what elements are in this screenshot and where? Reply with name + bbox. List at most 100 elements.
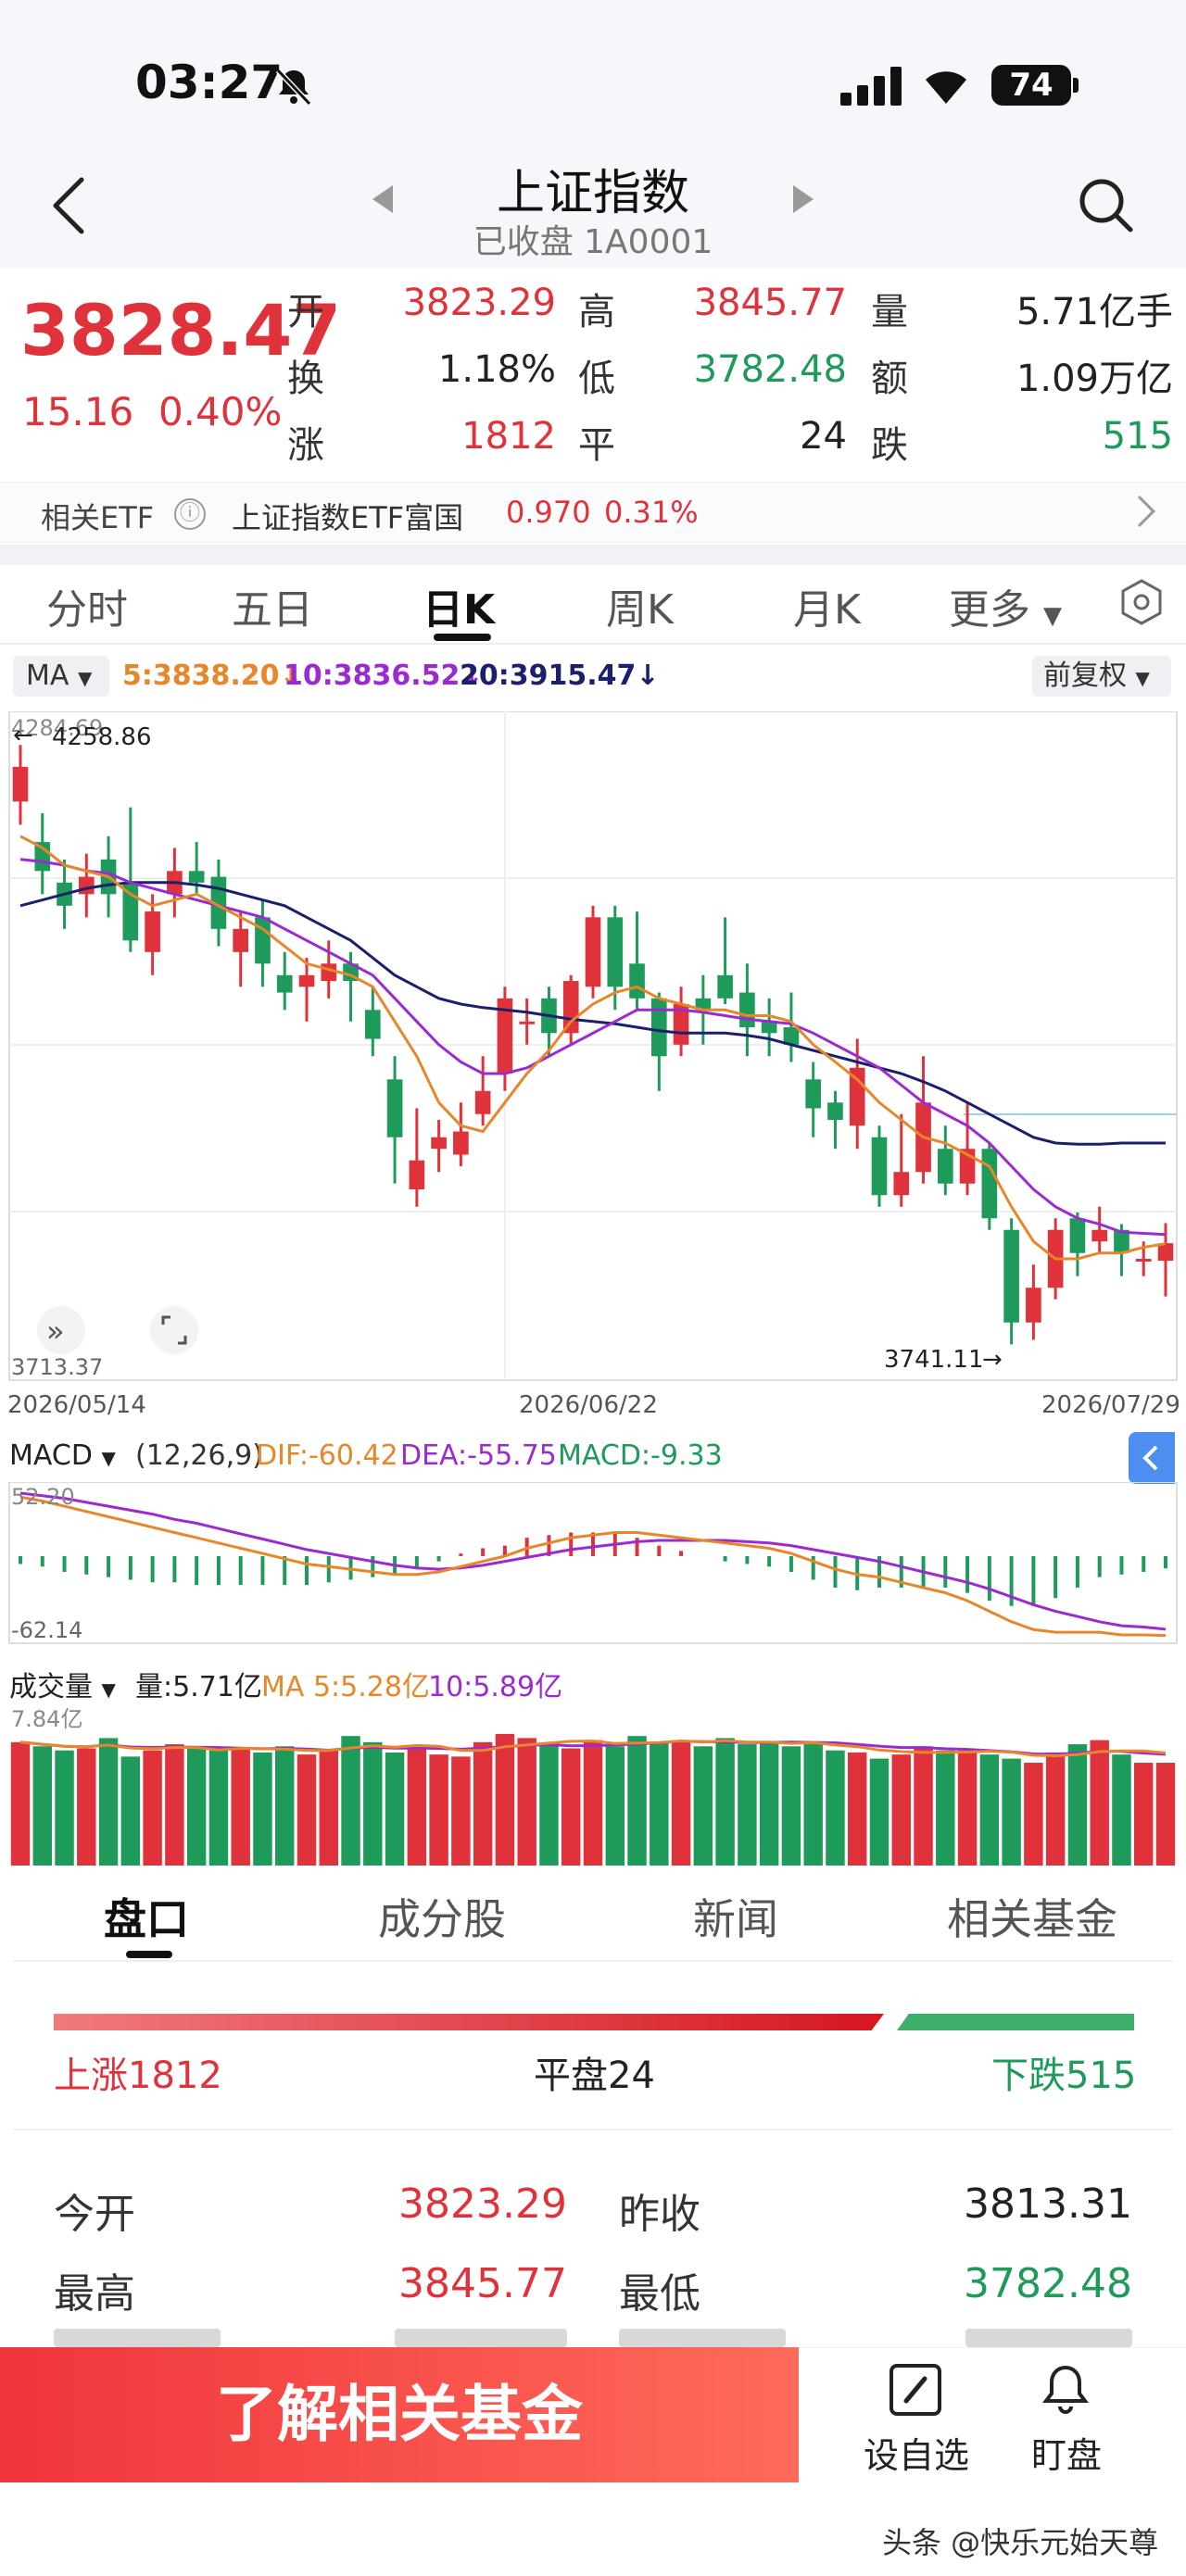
macd-dea: DEA:-55.75 [400, 1439, 557, 1472]
cellular-signal-icon [840, 67, 902, 106]
arrow-down-icon: ↓ [636, 660, 660, 692]
tab-news[interactable]: 新闻 [693, 1894, 778, 1944]
volume-bar [583, 1740, 603, 1866]
candle-body [431, 1137, 447, 1150]
tab-intraday[interactable]: 分时 [46, 586, 128, 634]
volume-bar [957, 1750, 978, 1866]
volume-bar [1024, 1763, 1043, 1866]
kline-chart[interactable]: 4284.69 ← 4258.86 3741.11 → 3713.37 » [0, 711, 1186, 1388]
candle-body [981, 1149, 998, 1219]
search-icon[interactable] [1077, 176, 1134, 233]
decliners-bar [897, 2014, 1134, 2030]
side-panel-button[interactable] [1129, 1432, 1175, 1484]
candle-body [321, 963, 337, 982]
quote-value: 1.18% [437, 348, 556, 391]
volume-bars [10, 1733, 1176, 1866]
volume-bar [891, 1754, 911, 1866]
volume-ma10: 10:5.89亿 [428, 1671, 563, 1703]
ma-selector-label: MA [26, 660, 69, 692]
quote-value: 515 [1102, 415, 1173, 458]
volume-bar [869, 1758, 890, 1866]
y-axis-bottom: 3713.37 [11, 1354, 103, 1380]
dif-line [19, 1495, 1167, 1638]
ma10-value: 10:3836.52↓ [284, 660, 484, 692]
edit-square-icon[interactable] [888, 2362, 943, 2418]
volume-bar [77, 1748, 96, 1866]
candles [12, 745, 1174, 1345]
volume-chart[interactable]: 7.84亿 [0, 1703, 1186, 1867]
volume-bar [231, 1748, 250, 1866]
volume-ma10-line [19, 1740, 1167, 1756]
learn-funds-button[interactable]: 了解相关基金 [0, 2347, 799, 2482]
candle-body [233, 928, 249, 952]
etf-price: 0.970 [506, 495, 591, 530]
adjust-selector[interactable]: 前复权 ▼ [1032, 656, 1171, 697]
bottom-tabs-border [13, 1960, 1173, 1962]
settings-hex-icon[interactable] [1117, 578, 1166, 626]
macd-axis-bottom: -62.14 [11, 1617, 82, 1643]
y-axis-top: 4284.69 [11, 715, 103, 741]
next-index-icon[interactable] [793, 185, 814, 213]
back-icon[interactable] [50, 176, 87, 235]
candle-body [1114, 1229, 1129, 1253]
watch-alert-button[interactable]: 盯盘 [1030, 2435, 1102, 2476]
stat-label: 昨收 [619, 2191, 700, 2238]
macd-dif: DIF:-60.42 [256, 1439, 398, 1472]
candle-body [650, 998, 667, 1057]
volume-bar [738, 1744, 757, 1866]
adjust-label: 前复权 [1043, 660, 1127, 692]
tab-order-book[interactable]: 盘口 [104, 1894, 189, 1944]
add-watchlist-button[interactable]: 设自选 [863, 2435, 969, 2476]
tab-constituents[interactable]: 成分股 [378, 1894, 506, 1944]
ma20-line [19, 881, 1166, 1146]
prev-index-icon[interactable] [372, 185, 393, 213]
stat-value: 3782.48 [964, 2260, 1132, 2307]
quote-label: 平 [578, 424, 615, 467]
volume-bar [407, 1746, 427, 1866]
volume-bar [936, 1750, 955, 1866]
candle-body [937, 1149, 953, 1184]
low-annotation: 3741.11 [884, 1346, 984, 1374]
page-title: 上证指数 [496, 166, 689, 221]
volume-bar [1134, 1763, 1154, 1866]
candle-body [739, 992, 755, 1028]
volume-bar [495, 1733, 515, 1866]
bell-muted-icon [275, 68, 312, 107]
macd-chart[interactable]: 52.20 -62.14 [0, 1482, 1186, 1645]
candle-body [783, 1027, 800, 1045]
volume-bar [385, 1752, 405, 1866]
ma-selector[interactable]: MA ▼ [13, 656, 109, 697]
ma10-line [19, 858, 1167, 1237]
tab-more[interactable]: 更多 ▼ [949, 576, 1062, 635]
info-icon[interactable]: ⓘ [174, 498, 206, 530]
macd-label: MACD [9, 1439, 93, 1472]
volume-bar [98, 1738, 119, 1866]
dea-line [19, 1491, 1167, 1631]
macd-selector[interactable]: MACD ▼ [9, 1436, 124, 1476]
fullscreen-button[interactable] [150, 1306, 198, 1354]
candle-body [1069, 1218, 1086, 1253]
fullscreen-icon [161, 1315, 187, 1345]
volume-bar [517, 1738, 536, 1866]
volume-bar [1067, 1744, 1088, 1866]
bell-icon[interactable] [1038, 2362, 1093, 2418]
tab-daily-k[interactable]: 日K [423, 586, 496, 634]
volume-axis-top: 7.84亿 [11, 1706, 82, 1732]
tab-monthly-k[interactable]: 月K [793, 586, 861, 634]
volume-bar [32, 1746, 52, 1866]
tab-related-funds[interactable]: 相关基金 [947, 1894, 1117, 1944]
quote-value: 3845.77 [693, 282, 847, 324]
tab-weekly-k[interactable]: 周K [606, 586, 674, 634]
status-time: 03:27 [135, 56, 284, 109]
volume-bar [539, 1744, 559, 1866]
volume-selector[interactable]: 成交量 ▼ [9, 1664, 116, 1704]
quote-label: 量 [871, 291, 908, 333]
candle-body [474, 1090, 491, 1114]
etf-name[interactable]: 上证指数ETF富国 [232, 500, 464, 535]
candle-body [1091, 1229, 1108, 1242]
volume-bar [120, 1756, 141, 1866]
date-end: 2026/07/29 [1041, 1391, 1180, 1419]
etf-label: 相关ETF [41, 500, 155, 535]
expand-button[interactable] [37, 1306, 85, 1354]
tab-five-day[interactable]: 五日 [232, 586, 313, 634]
